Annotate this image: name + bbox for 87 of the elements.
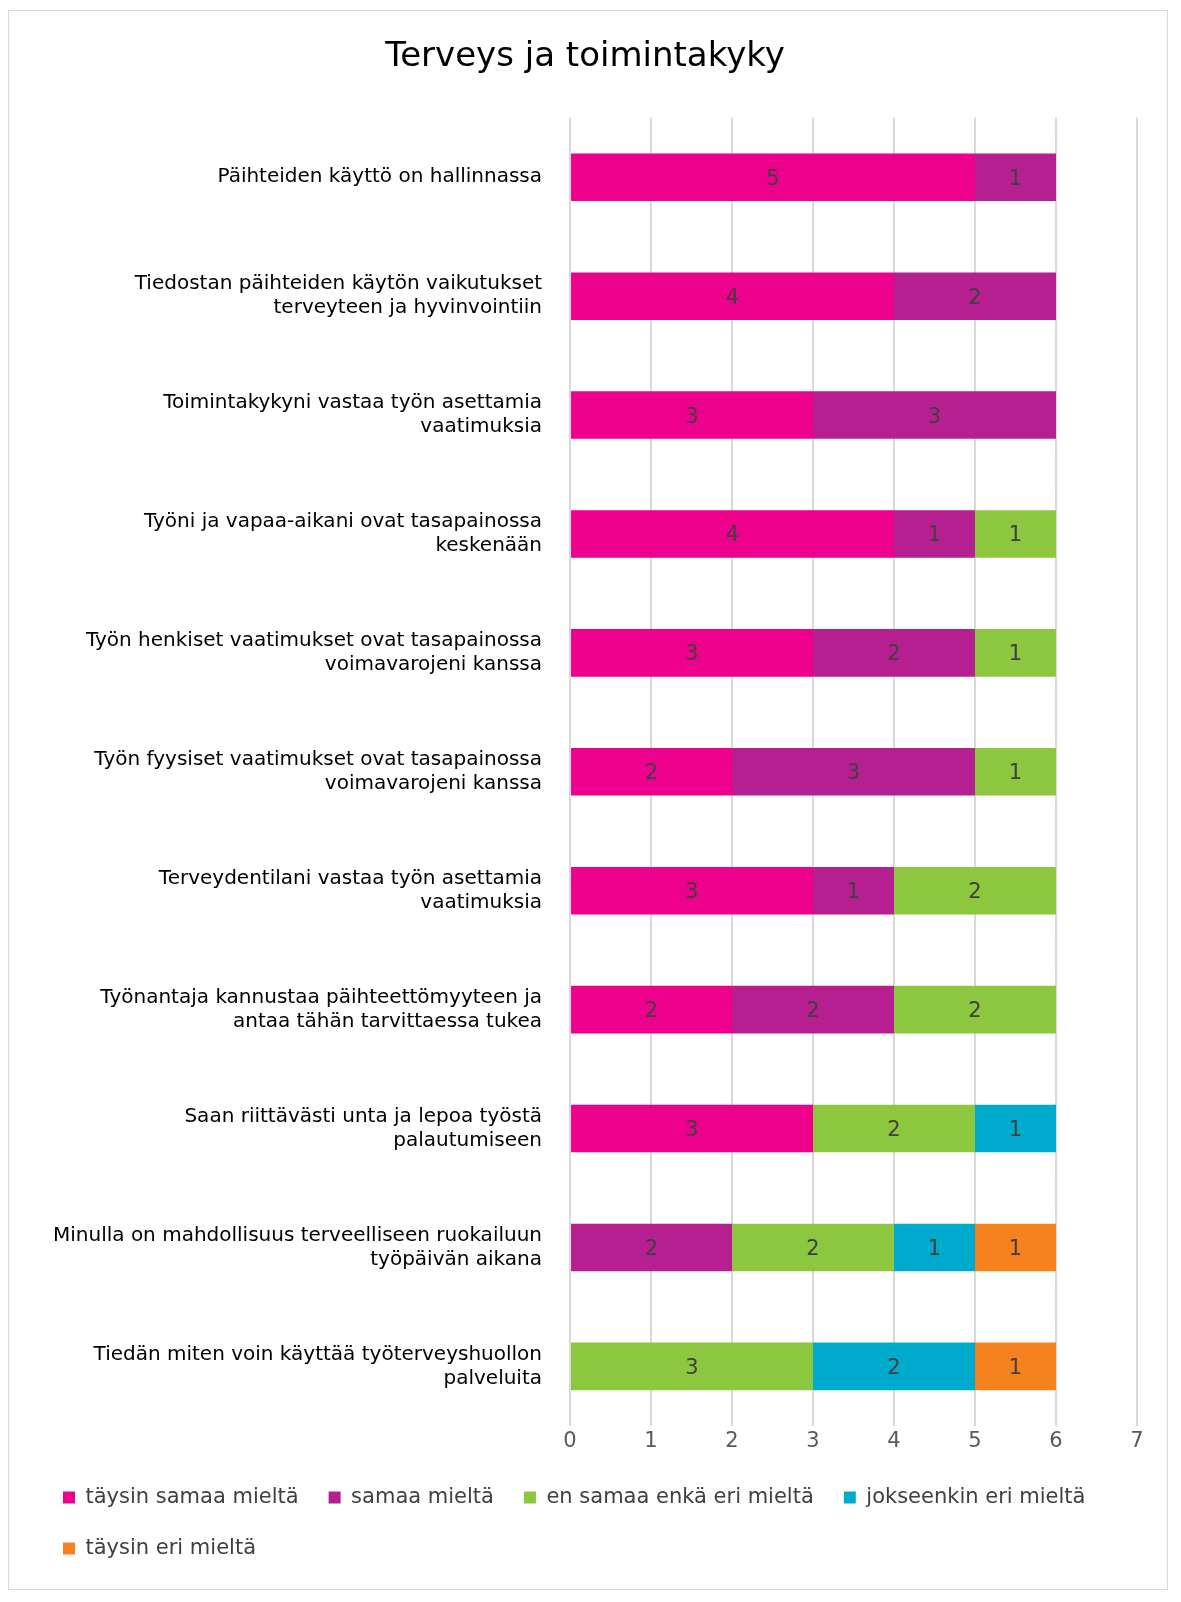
data-label: 1	[927, 522, 942, 547]
bar	[894, 510, 976, 558]
data-label: 3	[685, 1354, 699, 1379]
data-label: 3	[685, 403, 699, 428]
x-tick-label: 4	[887, 1427, 901, 1452]
data-label: 1	[1008, 522, 1023, 547]
x-tick-label: 1	[644, 1427, 658, 1452]
bar	[571, 985, 733, 1034]
data-label: 1	[1008, 1235, 1023, 1260]
bar	[571, 748, 733, 796]
data-label: 1	[1008, 1116, 1023, 1141]
bar	[975, 748, 1057, 796]
legend-label: jokseenkin eri mieltä	[865, 1483, 1086, 1508]
bar	[894, 866, 1057, 915]
data-label: 5	[766, 165, 780, 190]
data-label: 1	[1008, 760, 1023, 785]
bar	[813, 866, 895, 915]
data-label: 2	[887, 1354, 901, 1379]
bar	[571, 391, 814, 439]
bar	[571, 866, 814, 915]
bar	[571, 1104, 814, 1153]
data-label: 2	[806, 998, 820, 1023]
bar	[894, 1223, 976, 1272]
data-label: 2	[968, 284, 982, 309]
legend-label: täysin eri mieltä	[85, 1534, 257, 1559]
data-label: 2	[644, 760, 659, 785]
y-tick-label: Työnantaja kannustaa päihteettömyyteen ja antaa tähän tarvittaessa tukea	[99, 983, 543, 1032]
x-tick-label: 0	[563, 1427, 577, 1452]
y-tick-label: Minulla on mahdollisuus terveelliseen ruokailuun työpäivän aikana	[52, 1221, 543, 1270]
bar	[975, 510, 1057, 558]
data-label: 3	[685, 879, 699, 904]
bar	[732, 985, 895, 1034]
y-tick-label: Työni ja vapaa-aikani ovat tasapainossa keskenään	[142, 508, 543, 557]
x-tick-label: 6	[1049, 1427, 1063, 1452]
y-tick-label: Tiedän miten voin käyttää työterveyshuollon palveluita	[92, 1340, 543, 1389]
y-tick-label: Työn henkiset vaatimukset ovat tasapainossa voimavarojeni kanssa	[84, 627, 543, 676]
data-label: 3	[685, 641, 699, 666]
data-label: 2	[968, 998, 982, 1023]
legend-label: en samaa enkä eri mieltä	[546, 1483, 814, 1508]
bar	[813, 391, 1057, 439]
data-label: 2	[644, 998, 659, 1023]
data-label: 1	[1008, 1354, 1023, 1379]
bar	[571, 153, 976, 202]
bar	[571, 629, 814, 677]
bar	[975, 629, 1057, 677]
data-label: 1	[846, 879, 861, 904]
data-label: 1	[1008, 165, 1023, 190]
bar	[975, 1104, 1057, 1153]
x-tick-label: 5	[968, 1427, 982, 1452]
y-tick-label: Toimintakykyni vastaa työn asettamia vaatimuksia	[162, 389, 543, 438]
data-label: 2	[806, 1235, 820, 1260]
legend-label: samaa mieltä	[351, 1483, 494, 1508]
y-tick-label: Saan riittävästi unta ja lepoa työstä palautumiseen	[184, 1102, 543, 1151]
data-label: 1	[1008, 641, 1023, 666]
legend-label: täysin samaa mieltä	[85, 1483, 299, 1508]
chart-title: Terveys ja toimintakyky	[384, 34, 785, 75]
bar	[894, 985, 1057, 1034]
data-label: 4	[725, 284, 740, 309]
bar	[732, 748, 976, 796]
bar	[813, 1342, 976, 1391]
y-tick-label: Päihteiden käyttö on hallinnassa	[217, 163, 543, 188]
bar	[813, 1104, 976, 1153]
data-label: 2	[887, 1116, 901, 1141]
bar	[975, 1223, 1057, 1272]
data-label: 4	[725, 522, 740, 547]
data-label: 3	[685, 1116, 699, 1141]
bar	[571, 1223, 733, 1272]
data-label: 3	[927, 403, 942, 428]
y-tick-label: Terveydentilani vastaa työn asettamia vaatimuksia	[157, 864, 543, 913]
bar	[571, 510, 895, 558]
bar	[894, 272, 1057, 320]
data-label: 2	[968, 879, 982, 904]
bar	[975, 1342, 1057, 1391]
data-label: 1	[927, 1235, 942, 1260]
x-tick-label: 7	[1130, 1427, 1144, 1452]
data-label: 3	[846, 760, 861, 785]
data-label: 2	[644, 1235, 659, 1260]
data-label: 2	[887, 641, 901, 666]
y-tick-label: Tiedostan päihteiden käytön vaikutukset terveyteen ja hyvinvointiin	[133, 270, 543, 319]
bar	[813, 629, 976, 677]
bar	[732, 1223, 895, 1272]
x-tick-label: 2	[725, 1427, 739, 1452]
y-tick-label: Työn fyysiset vaatimukset ovat tasapainossa voimavarojeni kanssa	[93, 746, 543, 794]
bar	[571, 1342, 814, 1391]
x-tick-label: 3	[806, 1427, 820, 1452]
bar	[975, 153, 1057, 202]
bar	[571, 272, 895, 320]
